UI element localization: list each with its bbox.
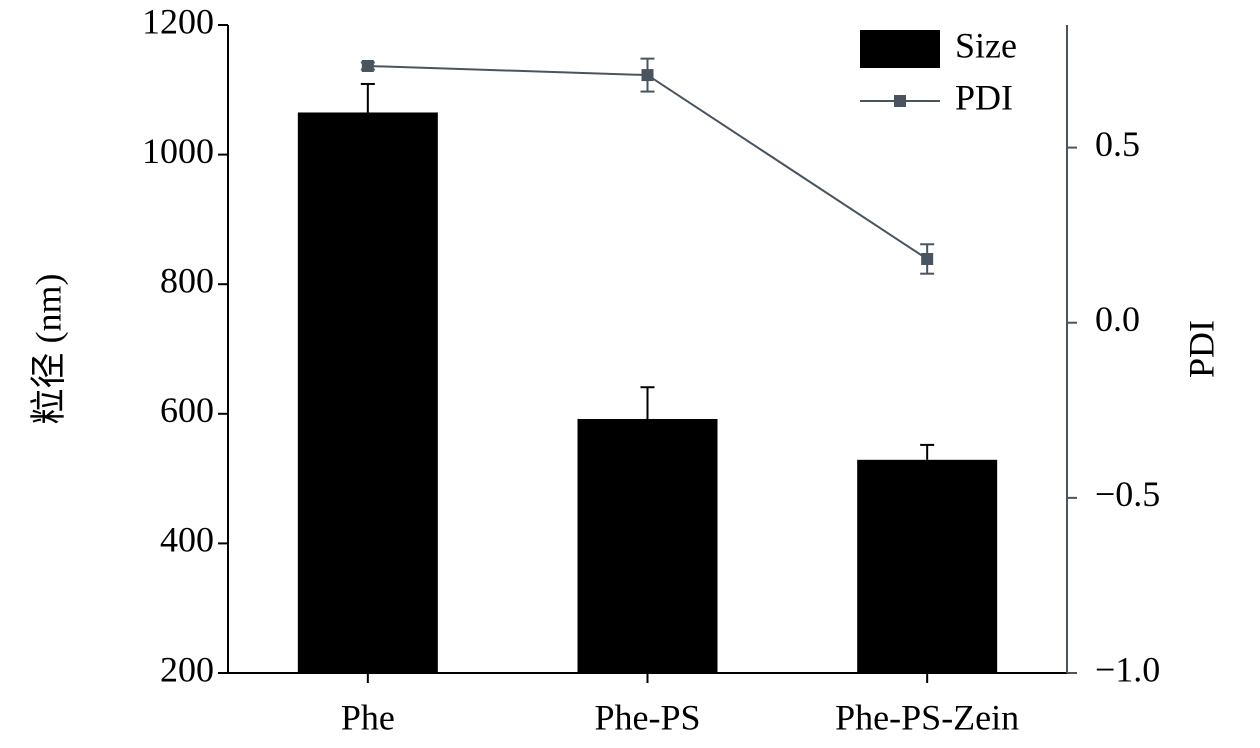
y-tick-label: 400 xyxy=(160,520,214,560)
y2-tick-label: −1.0 xyxy=(1095,649,1160,689)
legend-label: Size xyxy=(955,25,1017,65)
y-axis-label: 粒径 (nm) xyxy=(28,274,68,425)
marker xyxy=(361,59,374,72)
marker xyxy=(641,69,654,82)
y-tick-label: 800 xyxy=(160,260,214,300)
legend-swatch xyxy=(860,30,940,68)
y2-tick-label: −0.5 xyxy=(1095,474,1160,514)
x-tick-label: Phe xyxy=(341,697,395,737)
bar xyxy=(577,418,718,673)
x-tick-label: Phe-PS-Zein xyxy=(835,697,1019,737)
y-tick-label: 1200 xyxy=(142,1,214,41)
legend-label: PDI xyxy=(955,77,1013,117)
line xyxy=(367,64,928,260)
y-tick-label: 600 xyxy=(160,390,214,430)
y2-axis-label: PDI xyxy=(1181,320,1221,378)
marker xyxy=(921,252,934,265)
bar xyxy=(857,459,998,673)
y2-tick-label: 0.0 xyxy=(1095,299,1140,339)
y2-tick-label: 0.5 xyxy=(1095,124,1140,164)
y-tick-label: 200 xyxy=(160,649,214,689)
x-tick-label: Phe-PS xyxy=(594,697,700,737)
legend-marker xyxy=(894,95,906,107)
y-tick-label: 1000 xyxy=(142,131,214,171)
bar xyxy=(297,112,438,674)
